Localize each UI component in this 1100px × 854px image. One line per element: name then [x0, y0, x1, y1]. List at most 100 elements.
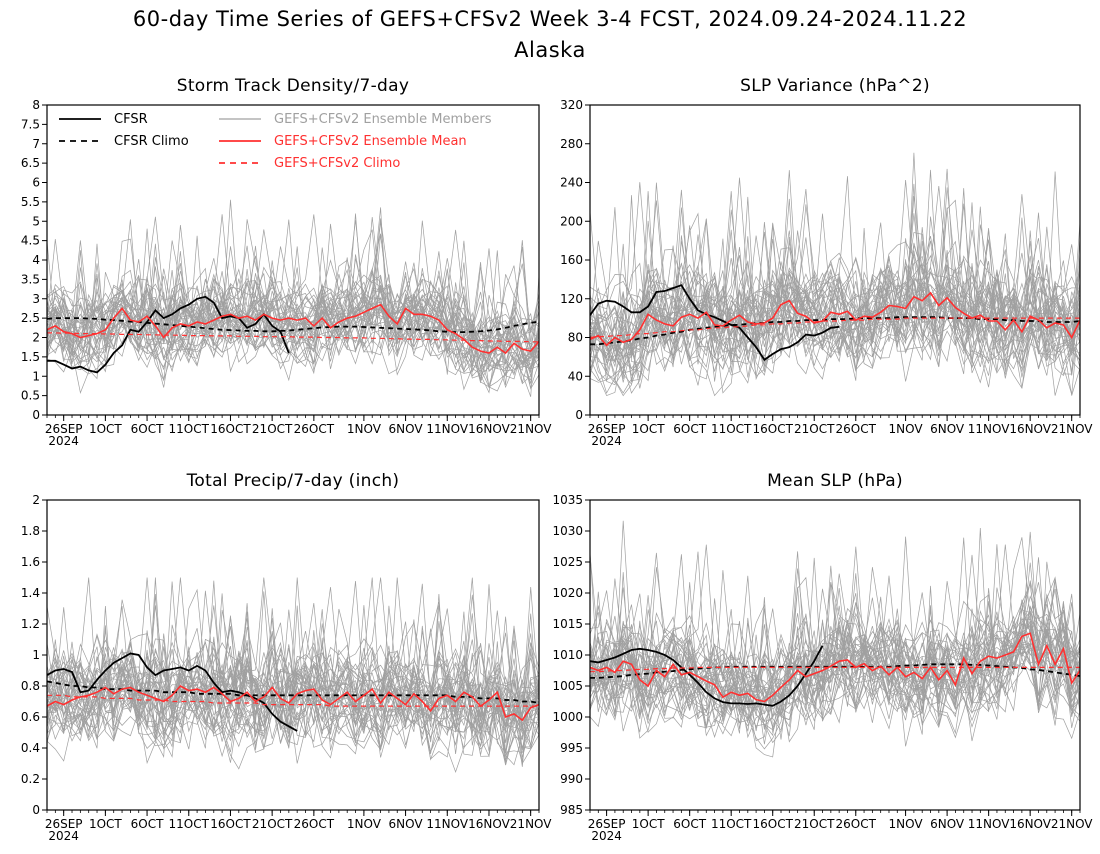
y-tick-label: 40: [568, 369, 583, 383]
chart-panel-2: SLP Variance (hPa^2) 0 40 80 120 160 200 240 280…: [560, 76, 1093, 448]
ensemble-member-line: [590, 202, 1080, 396]
y-tick-label: 1: [32, 648, 40, 662]
series-line-mean: [47, 684, 539, 722]
ensemble-member-line: [590, 567, 1080, 726]
x-tick-label: 21OCT: [252, 422, 293, 436]
y-tick-label: 1.5: [21, 350, 40, 364]
series-line-cfsr-climo: [47, 317, 539, 334]
y-tick-label: 1005: [552, 679, 583, 693]
ensemble-member-line: [47, 267, 539, 390]
x-tick-label: 1NOV: [347, 422, 382, 436]
x-tick-label: 21NOV: [510, 817, 552, 831]
ensemble-member-line: [47, 586, 539, 758]
y-tick-label: 2: [32, 331, 40, 345]
y-tick-label: 0: [32, 408, 40, 422]
ensemble-member-line: [590, 576, 1080, 723]
ensemble-member-line: [47, 214, 539, 395]
y-tick-label: 1.8: [21, 524, 40, 538]
x-tick-year-label: 2024: [48, 434, 79, 448]
legend-label-cfsr-climo: CFSR Climo: [114, 134, 189, 149]
x-tick-label: 6OCT: [673, 422, 706, 436]
x-tick-year-label: 2024: [591, 829, 622, 843]
figure-title: 60-day Time Series of GEFS+CFSv2 Week 3-…: [133, 7, 967, 31]
x-tick-label: 1OCT: [632, 422, 665, 436]
series-line-cfsr-climo: [47, 680, 539, 704]
y-tick-label: 5.5: [21, 195, 40, 209]
y-tick-label: 1020: [552, 586, 583, 600]
y-tick-label: 0.6: [21, 710, 40, 724]
y-tick-label: 1010: [552, 648, 583, 662]
x-tick-label: 11OCT: [169, 817, 210, 831]
ensemble-member-line: [590, 582, 1080, 733]
ensemble-member-line: [47, 258, 539, 381]
ensemble-member-line: [47, 199, 539, 373]
ensemble-member-line: [590, 189, 1080, 370]
ensemble-member-line: [47, 251, 539, 376]
ensemble-member-line: [47, 605, 539, 746]
x-tick-label: 11OCT: [169, 422, 210, 436]
x-tick-label: 26OCT: [294, 817, 335, 831]
ensemble-member-line: [590, 235, 1080, 370]
y-tick-label: 0.5: [21, 389, 40, 403]
chart-legend: CFSR CFSR Climo GEFS+CFSv2 Ensemble Member…: [59, 112, 492, 171]
y-tick-label: 7.5: [21, 117, 40, 131]
legend-label-gefs-climo: GEFS+CFSv2 Climo: [274, 156, 400, 171]
y-tick-label: 0.8: [21, 679, 40, 693]
x-tick-year-label: 2024: [591, 434, 622, 448]
x-tick-label: 26OCT: [836, 422, 877, 436]
x-tick-label: 26SEP: [588, 422, 626, 436]
y-tick-label: 0.4: [21, 741, 40, 755]
ensemble-member-line: [590, 531, 1080, 722]
x-tick-label: 21NOV: [1051, 422, 1093, 436]
ensemble-members: [47, 577, 539, 773]
series-line-gefs-climo: [47, 694, 539, 707]
y-tick-label: 3: [32, 292, 40, 306]
y-tick-label: 2: [32, 493, 40, 507]
y-tick-label: 985: [560, 803, 583, 817]
y-tick-label: 6.5: [21, 156, 40, 170]
ensemble-member-line: [590, 240, 1080, 385]
ensemble-member-line: [590, 597, 1080, 747]
chart-panel-3: Total Precip/7-day (inch)00.20.40.60.811…: [21, 471, 552, 843]
y-tick-label: 4: [32, 253, 40, 267]
x-tick-label: 11OCT: [711, 422, 752, 436]
y-tick-label: 200: [560, 214, 583, 228]
x-tick-label: 11NOV: [426, 817, 468, 831]
legend-label-cfsr: CFSR: [114, 112, 148, 127]
y-tick-label: 1.4: [21, 586, 40, 600]
ensemble-member-line: [590, 562, 1080, 720]
chart-panel-1: Storm Track Density/7-day 0 0.5 1 1.5 2 2.5 3 3.…: [21, 76, 552, 448]
ensemble-members: [590, 520, 1080, 758]
series-line-gefs-climo: [590, 317, 1080, 339]
y-tick-label: 1: [32, 369, 40, 383]
x-tick-label: 26OCT: [294, 422, 335, 436]
y-tick-label: 80: [568, 331, 583, 345]
panel-title: Storm Track Density/7-day: [177, 76, 409, 96]
y-tick-label: 120: [560, 292, 583, 306]
y-tick-label: 995: [560, 741, 583, 755]
x-tick-label: 6OCT: [673, 817, 706, 831]
x-tick-label: 11OCT: [711, 817, 752, 831]
panel-title: SLP Variance (hPa^2): [740, 76, 930, 96]
y-tick-label: 320: [560, 98, 583, 112]
y-tick-label: 240: [560, 176, 583, 190]
x-tick-label: 6NOV: [389, 422, 424, 436]
x-tick-label: 26SEP: [45, 422, 83, 436]
x-tick-label: 1OCT: [89, 422, 122, 436]
x-tick-label: 6NOV: [389, 817, 424, 831]
y-tick-label: 1015: [552, 617, 583, 631]
series-line-cfsr-climo: [590, 663, 1080, 679]
ensemble-member-line: [47, 646, 539, 761]
x-tick-label: 11NOV: [968, 817, 1010, 831]
panel-title: Total Precip/7-day (inch): [186, 471, 400, 491]
ensemble-member-line: [47, 254, 539, 371]
series-line-mean: [47, 303, 539, 355]
x-tick-label: 21OCT: [794, 422, 835, 436]
x-tick-label: 1NOV: [347, 817, 382, 831]
series-line-mean: [590, 632, 1080, 703]
y-tick-label: 8: [32, 98, 40, 112]
x-tick-label: 26OCT: [836, 817, 877, 831]
panel-container: Storm Track Density/7-day 0 0.5 1 1.5 2 2.5 3 3.…: [21, 76, 1093, 843]
